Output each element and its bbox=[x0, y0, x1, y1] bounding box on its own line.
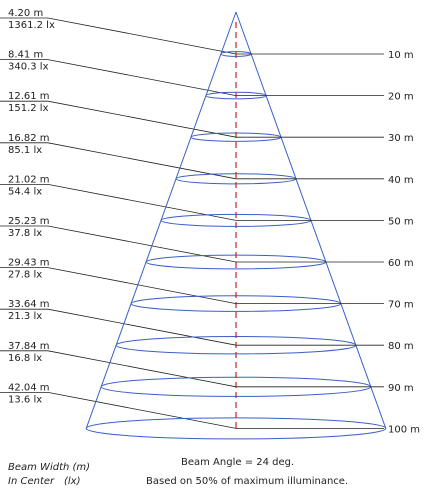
beam-width-label: 37.84 m bbox=[8, 341, 50, 352]
distance-label: 100 m bbox=[388, 424, 420, 435]
distance-label: 20 m bbox=[388, 92, 414, 103]
distance-label: 50 m bbox=[388, 216, 414, 227]
distance-label: 40 m bbox=[388, 175, 414, 186]
beam-angle-label: Beam Angle = 24 deg. bbox=[181, 457, 294, 468]
beam-width-label: 16.82 m bbox=[8, 133, 50, 144]
leader-line bbox=[47, 184, 237, 221]
center-lux-label: 37.8 lx bbox=[8, 228, 42, 239]
distance-label: 10 m bbox=[388, 50, 414, 61]
center-lux-label: 340.3 lx bbox=[8, 62, 49, 73]
distance-label: 80 m bbox=[388, 341, 414, 352]
leader-line bbox=[47, 308, 237, 346]
leader-line bbox=[47, 350, 237, 388]
center-lux-label: 151.2 lx bbox=[8, 103, 49, 114]
distance-label: 30 m bbox=[388, 133, 414, 144]
distance-label: 90 m bbox=[388, 383, 414, 394]
center-lux-label: 16.8 lx bbox=[8, 353, 42, 364]
leader-line bbox=[47, 392, 237, 429]
beam-width-label: 33.64 m bbox=[8, 299, 50, 310]
beam-width-label: 12.61 m bbox=[8, 91, 50, 102]
legend-center-unit: (lx) bbox=[64, 476, 81, 487]
leader-line bbox=[47, 267, 237, 304]
center-lux-label: 13.6 lx bbox=[8, 394, 42, 405]
leader-line bbox=[47, 225, 237, 263]
beam-width-label: 21.02 m bbox=[8, 174, 50, 185]
distance-lines bbox=[236, 53, 384, 429]
beam-width-label: 8.41 m bbox=[8, 50, 43, 61]
legend-in-center: In Center bbox=[8, 476, 55, 487]
center-lux-label: 21.3 lx bbox=[8, 311, 42, 322]
legend-beam-width: Beam Width (m) bbox=[8, 462, 90, 473]
leader-line bbox=[47, 59, 237, 96]
leader-line bbox=[47, 142, 237, 180]
beam-width-label: 42.04 m bbox=[8, 382, 50, 393]
center-lux-label: 27.8 lx bbox=[8, 270, 42, 281]
center-lux-label: 54.4 lx bbox=[8, 186, 42, 197]
leader-lines bbox=[0, 17, 237, 429]
beam-width-label: 29.43 m bbox=[8, 258, 50, 269]
illuminance-note: Based on 50% of maximum illuminance. bbox=[146, 476, 348, 487]
center-lux-label: 85.1 lx bbox=[8, 145, 42, 156]
center-lux-label: 1361.2 lx bbox=[8, 20, 55, 31]
beam-width-label: 4.20 m bbox=[8, 8, 43, 19]
distance-label: 60 m bbox=[388, 258, 414, 269]
beam-width-label: 25.23 m bbox=[8, 216, 50, 227]
distance-label: 70 m bbox=[388, 300, 414, 311]
leader-line bbox=[47, 17, 237, 55]
leader-line bbox=[47, 100, 237, 138]
